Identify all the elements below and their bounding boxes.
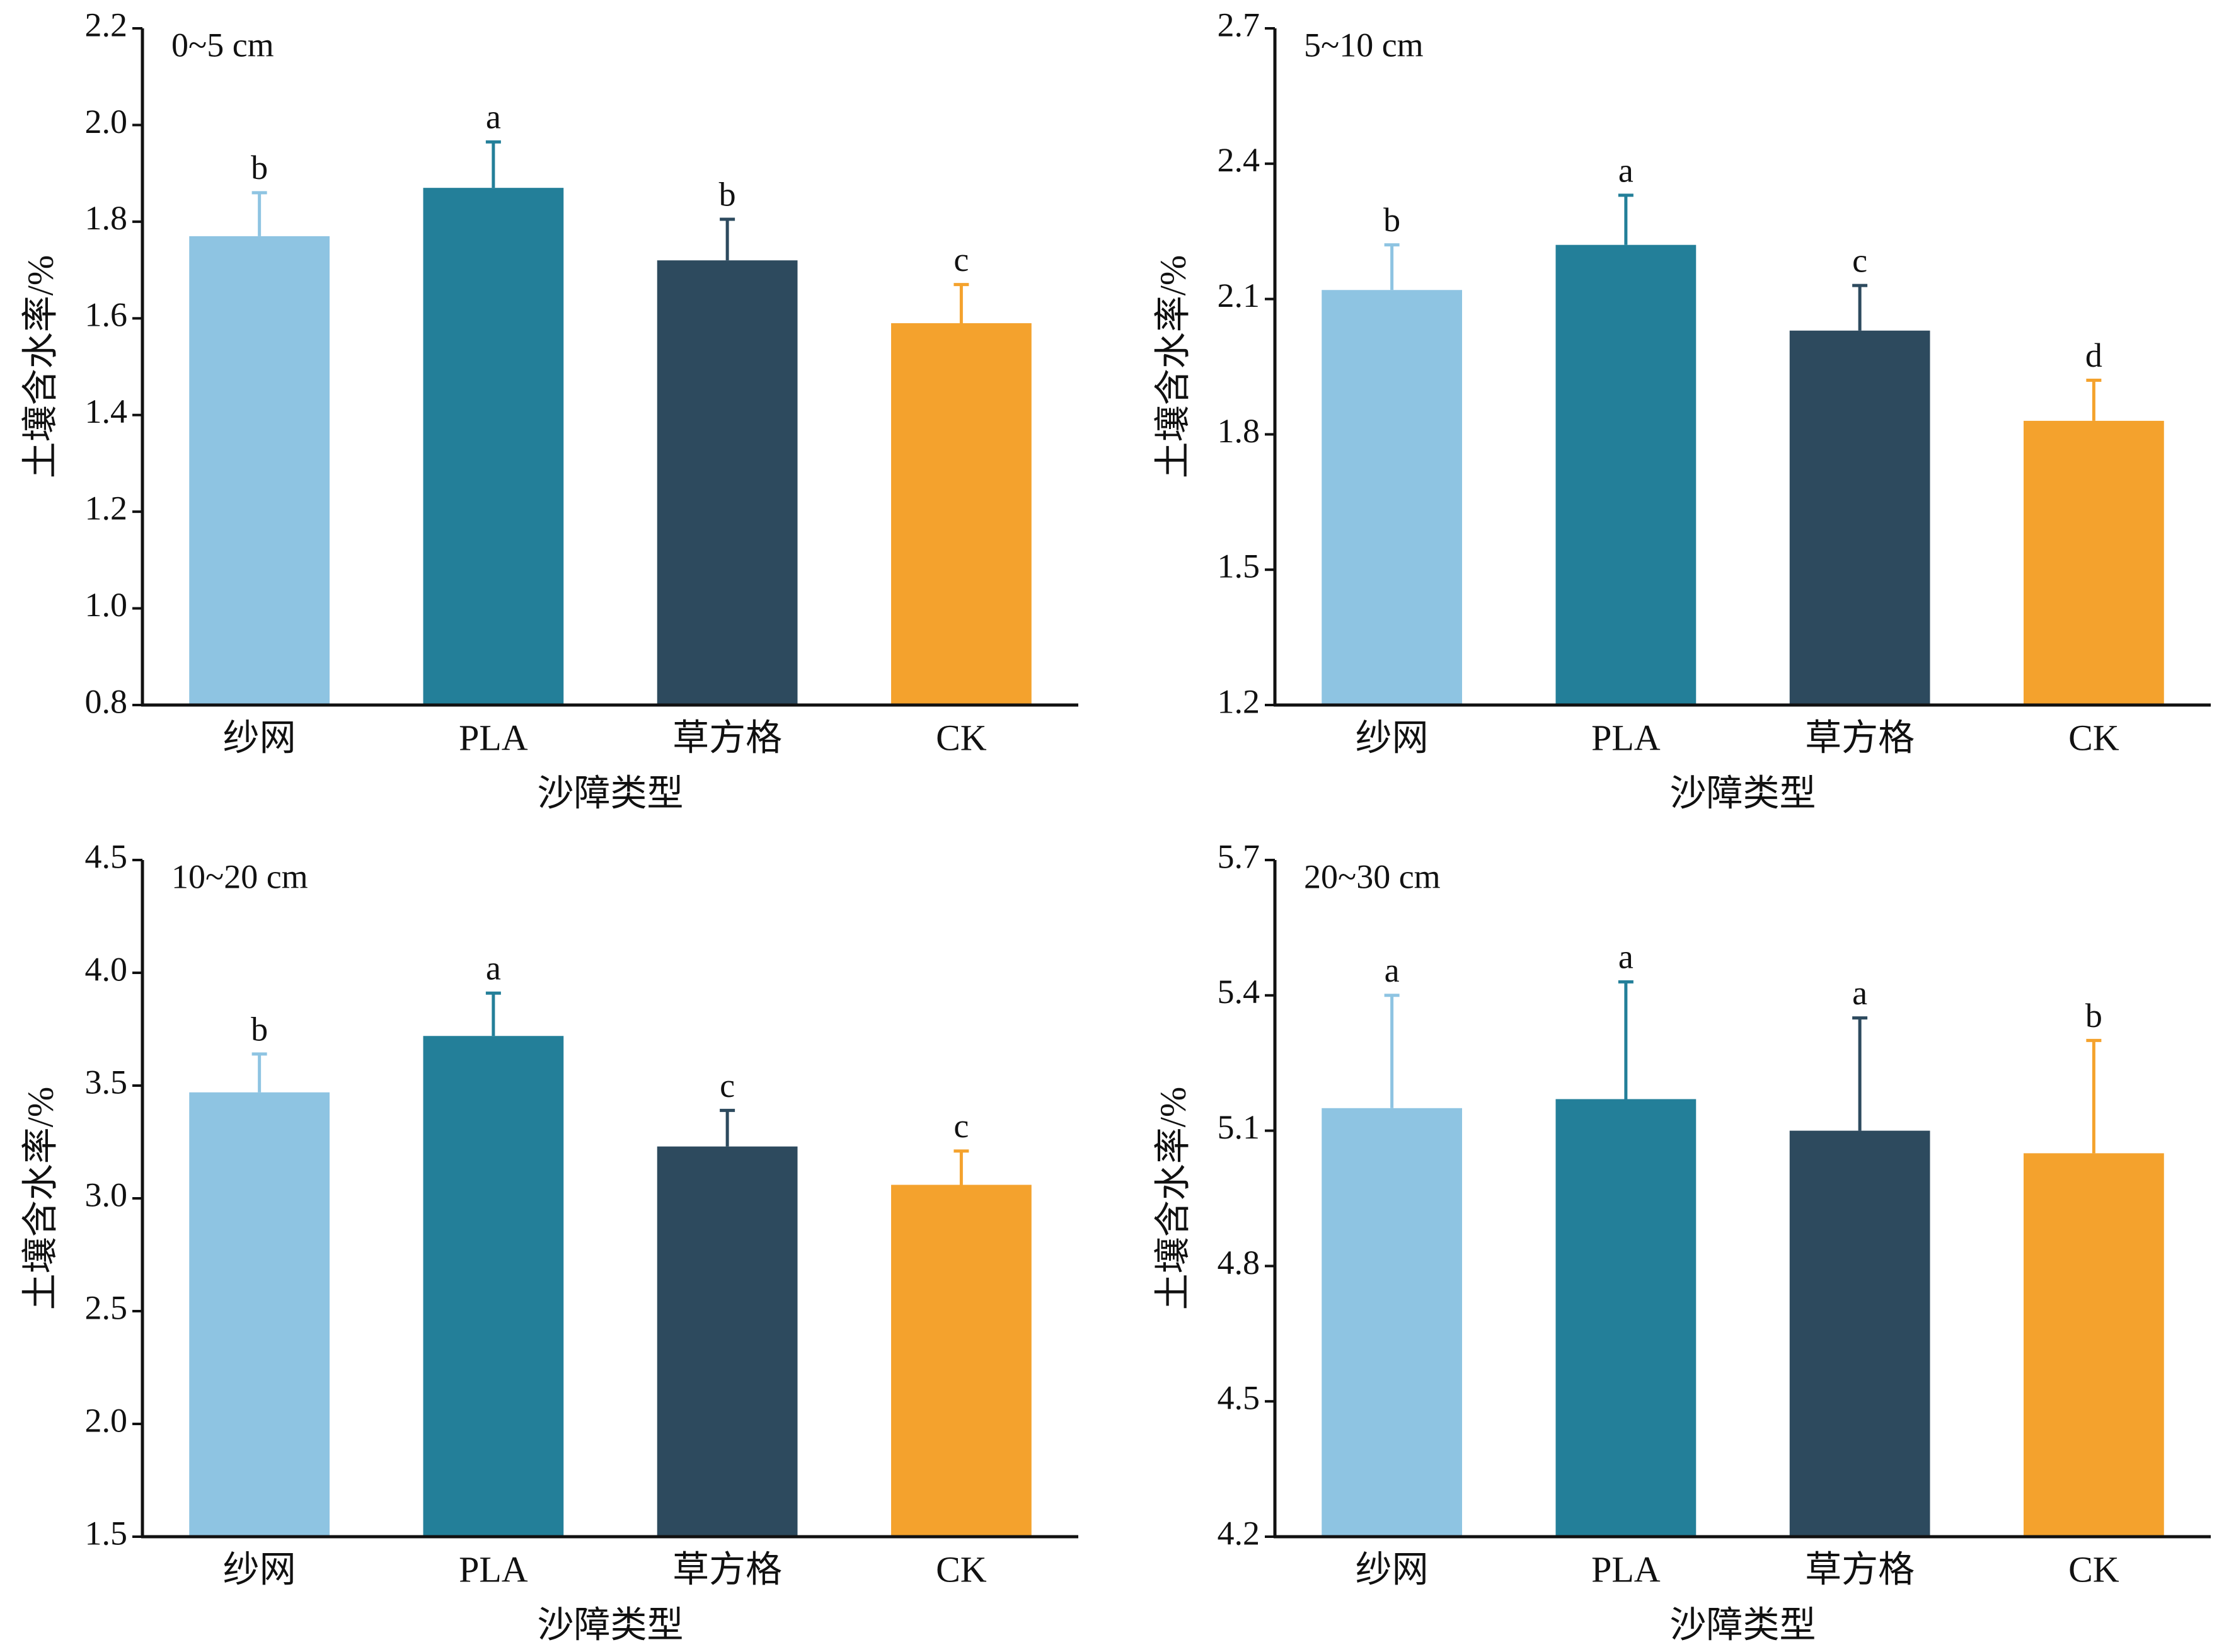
bar xyxy=(1322,290,1462,705)
x-tick-label: CK xyxy=(2068,717,2119,758)
annotation: 0~5 cm xyxy=(171,26,274,64)
x-tick-label: 纱网 xyxy=(1356,1549,1429,1590)
significance-letter: a xyxy=(486,98,501,136)
bar xyxy=(1789,330,1930,705)
annotation: 10~20 cm xyxy=(171,858,308,895)
y-tick-label: 1.4 xyxy=(85,393,128,430)
bar xyxy=(891,1185,1032,1537)
x-tick-label: PLA xyxy=(1591,1549,1661,1590)
significance-letter: c xyxy=(720,1067,735,1104)
y-tick-label: 1.2 xyxy=(85,490,128,527)
y-tick-label: 4.8 xyxy=(1218,1244,1260,1282)
significance-letter: c xyxy=(1852,242,1867,280)
y-tick-label: 1.8 xyxy=(85,199,128,237)
bar xyxy=(891,323,1032,705)
y-tick-label: 4.0 xyxy=(85,950,128,988)
y-tick-label: 4.5 xyxy=(1218,1379,1260,1417)
y-tick-label: 0.8 xyxy=(85,682,128,720)
x-tick-label: 纱网 xyxy=(223,717,296,758)
significance-letter: b xyxy=(719,175,736,213)
y-axis-label: 土壤含水率/% xyxy=(20,255,60,478)
annotation: 5~10 cm xyxy=(1304,26,1424,64)
x-axis-label: 沙障类型 xyxy=(537,772,683,813)
y-tick-label: 3.0 xyxy=(85,1176,128,1213)
significance-letter: d xyxy=(2085,336,2102,374)
y-tick-label: 5.7 xyxy=(1218,837,1260,875)
panel: 0.8 1.0 1.2 1.4 1.6 1.8 2.0 2.2 b 纱网 a PLA b 草方格 c CK 0~… xyxy=(20,6,1078,813)
y-tick-label: 1.8 xyxy=(1218,412,1260,450)
significance-letter: a xyxy=(1385,951,1400,989)
bar xyxy=(1789,1130,1930,1537)
x-tick-label: 纱网 xyxy=(223,1549,296,1590)
bar xyxy=(423,1036,564,1537)
y-tick-label: 2.4 xyxy=(1218,141,1260,179)
x-tick-label: 草方格 xyxy=(1805,1549,1915,1590)
y-tick-label: 2.5 xyxy=(85,1288,128,1326)
y-axis-label: 土壤含水率/% xyxy=(1152,255,1193,478)
panel: 1.2 1.5 1.8 2.1 2.4 2.7 b 纱网 a PLA c 草方格 d CK 5~10 cm 沙… xyxy=(1152,6,2211,813)
significance-letter: c xyxy=(954,241,969,278)
x-tick-label: 纱网 xyxy=(1356,717,1429,758)
x-axis-label: 沙障类型 xyxy=(537,1604,683,1645)
significance-letter: a xyxy=(1618,151,1633,189)
bar xyxy=(1555,1099,1697,1537)
y-tick-label: 1.6 xyxy=(85,296,128,334)
panel: 4.2 4.5 4.8 5.1 5.4 5.7 a 纱网 a PLA a 草方格 b CK 20~30 cm… xyxy=(1152,837,2211,1645)
panel: 1.5 2.0 2.5 3.0 3.5 4.0 4.5 b 纱网 a PLA c 草方格 c CK 10~20… xyxy=(20,837,1078,1645)
y-tick-label: 4.2 xyxy=(1218,1514,1260,1552)
significance-letter: a xyxy=(486,949,501,987)
y-tick-label: 2.0 xyxy=(85,103,128,141)
x-tick-label: CK xyxy=(936,1549,987,1590)
significance-letter: c xyxy=(954,1107,969,1145)
y-tick-label: 2.0 xyxy=(85,1401,128,1439)
significance-letter: b xyxy=(251,1010,268,1048)
bar xyxy=(189,236,330,705)
bar xyxy=(2024,420,2164,705)
x-axis-label: 沙障类型 xyxy=(1669,772,1816,813)
x-tick-label: PLA xyxy=(1591,717,1661,758)
y-tick-label: 2.7 xyxy=(1218,6,1260,43)
y-tick-label: 1.0 xyxy=(85,586,128,624)
bar xyxy=(423,188,564,706)
significance-letter: b xyxy=(251,149,268,186)
x-axis-label: 沙障类型 xyxy=(1669,1604,1816,1645)
y-tick-label: 2.2 xyxy=(85,6,128,43)
y-tick-label: 5.1 xyxy=(1218,1108,1260,1146)
y-tick-label: 1.2 xyxy=(1218,682,1260,720)
x-tick-label: PLA xyxy=(459,717,528,758)
significance-letter: b xyxy=(1383,201,1400,239)
y-tick-label: 1.5 xyxy=(85,1514,128,1552)
y-tick-label: 2.1 xyxy=(1218,277,1260,314)
bar xyxy=(1555,244,1697,705)
bar xyxy=(1322,1108,1462,1537)
bar xyxy=(657,1146,798,1537)
bar xyxy=(657,260,798,705)
significance-letter: a xyxy=(1852,974,1867,1012)
y-tick-label: 1.5 xyxy=(1218,548,1260,585)
y-tick-label: 5.4 xyxy=(1218,973,1260,1011)
x-tick-label: 草方格 xyxy=(672,1549,782,1590)
annotation: 20~30 cm xyxy=(1304,858,1441,895)
x-tick-label: 草方格 xyxy=(1805,717,1915,758)
y-tick-label: 4.5 xyxy=(85,837,128,875)
significance-letter: a xyxy=(1618,938,1633,976)
x-tick-label: CK xyxy=(2068,1549,2119,1590)
bar xyxy=(189,1092,330,1537)
significance-letter: b xyxy=(2085,997,2102,1035)
x-tick-label: 草方格 xyxy=(672,717,782,758)
bar xyxy=(2024,1153,2164,1537)
y-tick-label: 3.5 xyxy=(85,1063,128,1101)
y-axis-label: 土壤含水率/% xyxy=(1152,1087,1193,1310)
x-tick-label: PLA xyxy=(459,1549,528,1590)
x-tick-label: CK xyxy=(936,717,987,758)
y-axis-label: 土壤含水率/% xyxy=(20,1087,60,1310)
